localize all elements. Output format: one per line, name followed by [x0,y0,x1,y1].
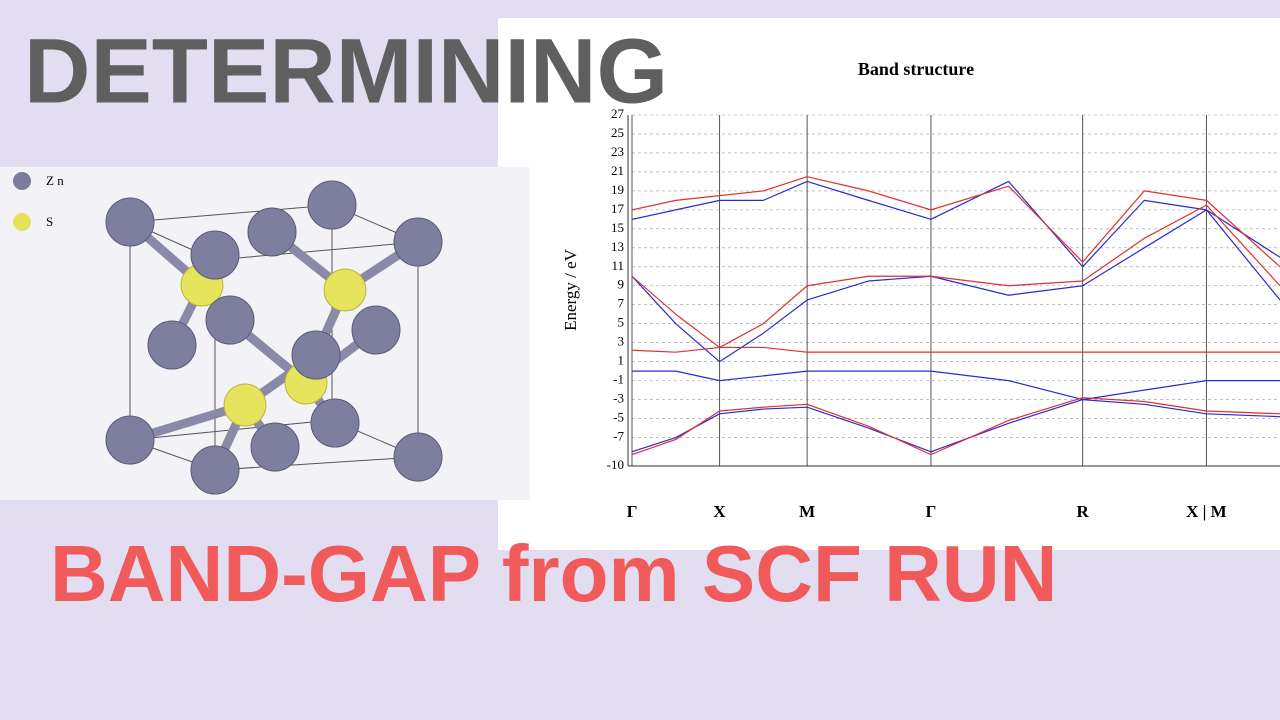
band-line [631,209,1280,363]
x-tick-label: Γ [926,502,937,521]
y-tick-label: 23 [611,144,624,159]
band-line [631,397,1280,456]
legend-atom [13,172,31,190]
y-tick-label: -5 [613,410,624,425]
legend-label: S [46,214,53,229]
y-tick-label: 27 [611,106,625,121]
chart-title: Band structure [858,59,974,79]
x-tick-label: M [799,502,815,521]
x-tick-label: X | M [1186,502,1227,521]
x-tick-label: R [1076,502,1089,521]
y-tick-label: 15 [611,220,624,235]
band-line [631,346,1280,353]
structure: Z n S [13,172,443,495]
y-tick-label: -10 [607,457,624,472]
subheadline: BAND-GAP from SCF RUN [50,529,1057,618]
y-tick-label: 17 [611,201,625,216]
y-tick-label: 11 [611,258,624,273]
x-tick-label: Γ [627,502,638,521]
legend-atom [13,213,31,231]
y-tick-label: 9 [618,277,625,292]
x-tick-label: X [713,502,726,521]
band-line [631,176,1280,268]
y-tick-label: -1 [613,372,624,387]
y-tick-label: -3 [613,391,624,406]
y-tick-label: 1 [618,353,625,368]
y-tick-label: 19 [611,182,624,197]
y-tick-label: 3 [618,334,625,349]
y-tick-label: 21 [611,163,624,178]
y-axis-label: Energy / eV [561,248,580,331]
band-line [632,370,1280,401]
legend-label: Z n [46,173,64,188]
y-tick-label: 7 [618,296,625,311]
band-line [631,204,1280,349]
y-tick-label: 13 [611,239,624,254]
headline: DETERMINING [24,20,668,122]
band-line [631,180,1280,268]
y-tick-label: -7 [613,429,624,444]
y-tick-label: 25 [611,125,624,140]
y-tick-label: 5 [618,315,625,330]
